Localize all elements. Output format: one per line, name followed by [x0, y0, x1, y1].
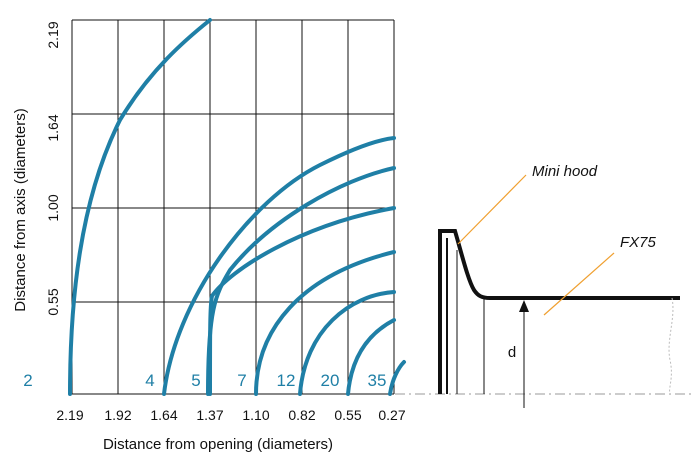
contour-curve [68, 18, 212, 396]
contour-label: 12 [277, 371, 296, 390]
fx75-callout: FX75 [620, 234, 657, 251]
mini-hood-callout: Mini hood [532, 163, 598, 180]
x-tick-label: 1.64 [150, 407, 177, 423]
dimension-arrow-head [519, 300, 529, 312]
y-tick-label: 2.19 [45, 21, 61, 48]
mini-hood-outline [438, 229, 680, 394]
x-tick-label: 0.82 [288, 407, 315, 423]
duct-break-line [668, 297, 674, 395]
contour-curve [162, 136, 396, 396]
contour-curve [206, 166, 396, 396]
x-axis-title: Distance from opening (diameters) [103, 436, 333, 453]
x-tick-label: 2.19 [56, 407, 83, 423]
dimension-label: d [508, 344, 516, 361]
chart: 2.19 1.64 1.00 0.55 2.19 1.92 1.64 1.37 … [12, 18, 406, 453]
contour-curve [208, 206, 396, 396]
contour-label: 35 [368, 371, 387, 390]
hood-diagram: d Mini hood FX75 [395, 163, 692, 408]
x-tick-label: 0.55 [334, 407, 361, 423]
contour-curve [298, 290, 396, 396]
x-tick-label: 1.37 [196, 407, 223, 423]
y-tick-label: 1.64 [45, 114, 61, 141]
contour-curve [346, 318, 396, 396]
x-tick-label: 1.10 [242, 407, 269, 423]
contour-label: 7 [237, 371, 246, 390]
contour-label: 5 [191, 371, 200, 390]
mini-hood-callout-line [457, 174, 527, 245]
contour-label: 2 [23, 371, 32, 390]
contour-curve [254, 250, 396, 396]
fx75-callout-line [543, 252, 615, 316]
y-axis-title: Distance from axis (diameters) [12, 108, 29, 311]
contour-curve [388, 360, 406, 396]
y-tick-label: 0.55 [45, 288, 61, 315]
chart-grid [71, 19, 395, 395]
contour-label: 20 [321, 371, 340, 390]
x-tick-label: 0.27 [378, 407, 405, 423]
x-tick-label: 1.92 [104, 407, 131, 423]
y-tick-label: 1.00 [45, 194, 61, 221]
contour-label: 4 [145, 371, 154, 390]
contour-curves [68, 18, 406, 396]
